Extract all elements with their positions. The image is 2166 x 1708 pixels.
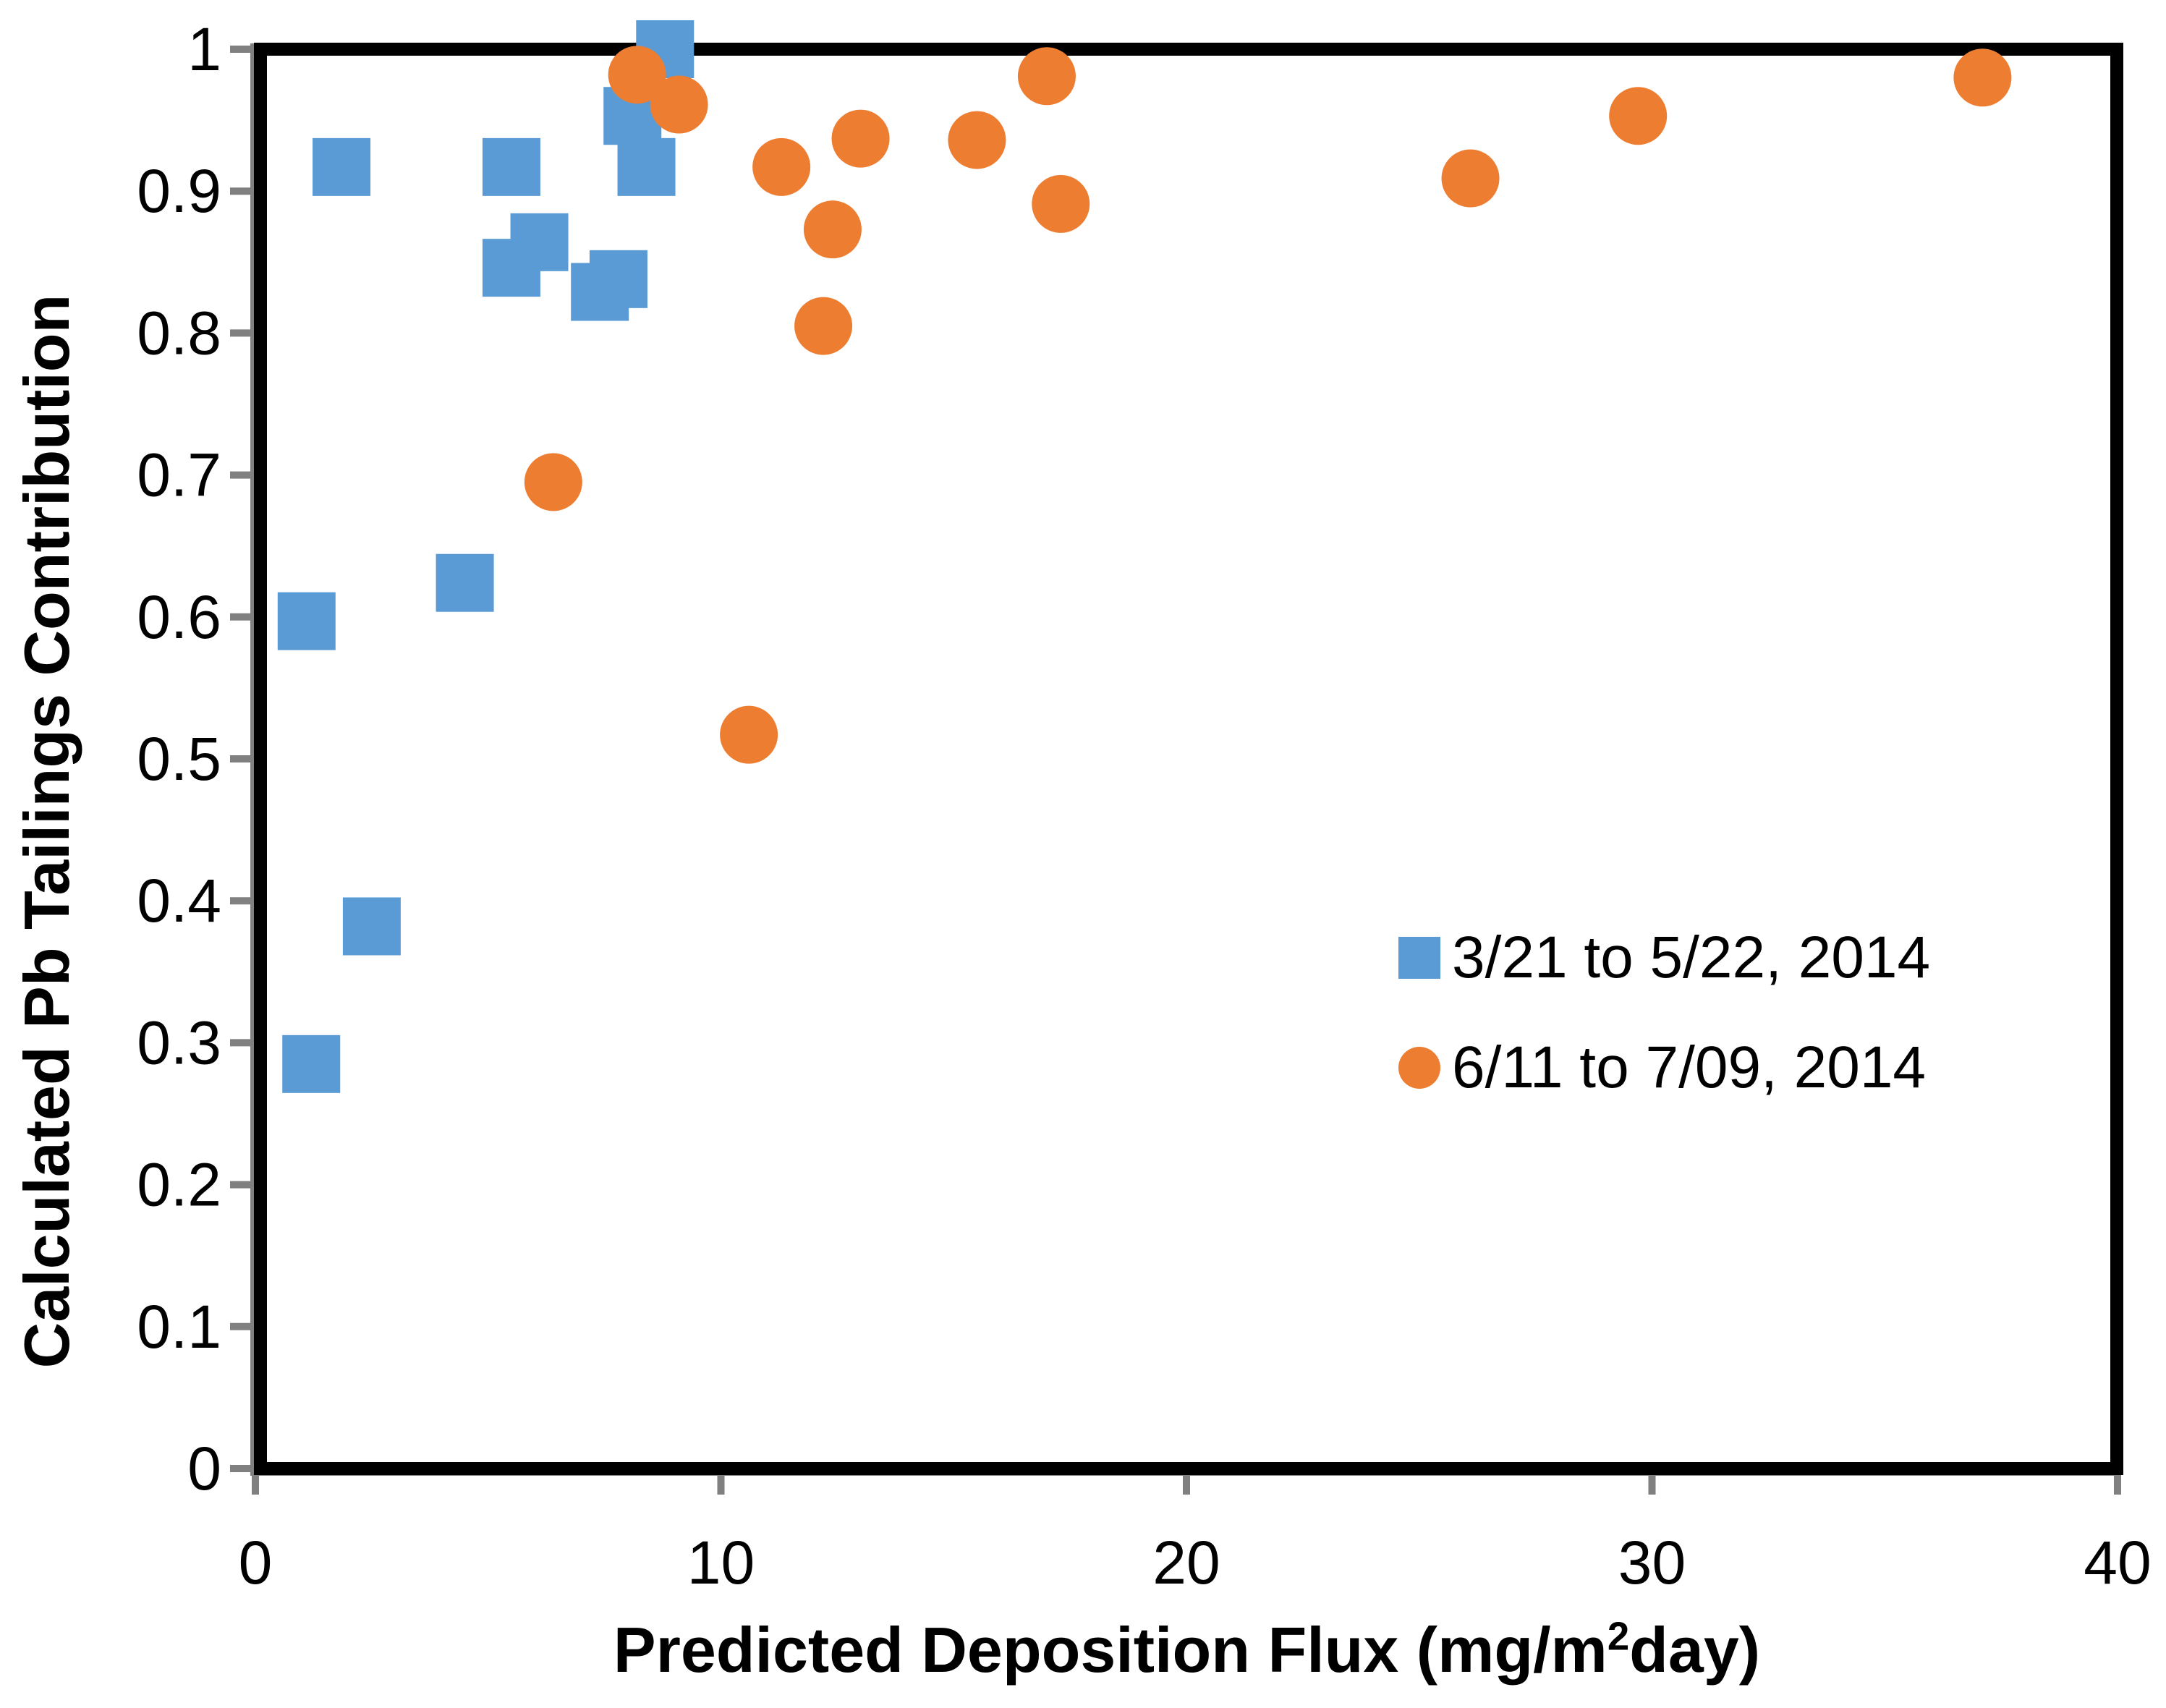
data-point-square (571, 263, 629, 321)
data-point-circle (948, 111, 1006, 169)
data-point-circle (1441, 149, 1500, 208)
data-point-square (277, 592, 336, 650)
x-tick-label: 20 (1152, 1529, 1220, 1597)
data-point-circle (524, 453, 582, 511)
data-point-square (282, 1034, 341, 1093)
data-point-circle (1017, 47, 1076, 106)
legend: 3/21 to 5/22, 2014 6/11 to 7/09, 2014 (1398, 917, 1930, 1108)
x-axis-title-superscript: 2 (1607, 1614, 1630, 1659)
y-tick-label: 0.9 (137, 157, 221, 225)
y-tick-label: 1 (187, 15, 221, 83)
y-tick-label: 0.6 (137, 583, 221, 651)
data-point-circle (831, 109, 890, 168)
x-tick-label: 0 (239, 1529, 273, 1597)
plot-border (254, 43, 2123, 1475)
data-point-circle (1609, 87, 1668, 145)
y-tick-label: 0.8 (137, 299, 221, 367)
legend-label-series-1: 3/21 to 5/22, 2014 (1452, 925, 1931, 990)
data-point-square (482, 239, 540, 297)
x-axis-title-text: Predicted Deposition Flux (mg/m (613, 1614, 1607, 1686)
y-tick-label: 0.7 (137, 441, 221, 509)
data-point-circle (794, 297, 853, 355)
x-axis-title-suffix: day) (1629, 1614, 1761, 1686)
y-tick-label: 0.3 (137, 1008, 221, 1076)
data-point-circle (752, 137, 811, 196)
data-point-circle (650, 75, 708, 134)
legend-label-series-2: 6/11 to 7/09, 2014 (1452, 1034, 1927, 1100)
data-point-circle (720, 705, 778, 764)
data-point-circle (608, 46, 666, 104)
data-point-circle (803, 200, 862, 259)
data-point-square (342, 897, 401, 956)
x-tick-label: 30 (1618, 1529, 1686, 1597)
y-axis-title: Calculated Pb Tailings Contribution (11, 294, 82, 1369)
data-point-circle (1032, 174, 1090, 233)
y-tick-label: 0.2 (137, 1151, 221, 1219)
y-tick-label: 0.4 (137, 867, 221, 935)
legend-item-series-2: 6/11 to 7/09, 2014 (1398, 1027, 1930, 1108)
y-tick-label: 0 (187, 1435, 221, 1503)
data-point-circle (1953, 48, 2012, 107)
legend-item-series-1: 3/21 to 5/22, 2014 (1398, 917, 1930, 998)
y-tick-label: 0.5 (137, 725, 221, 793)
data-point-square (313, 137, 371, 196)
data-point-square (436, 553, 494, 612)
x-tick-label: 40 (2084, 1529, 2151, 1597)
x-tick-label: 10 (687, 1529, 755, 1597)
x-axis-title: Predicted Deposition Flux (mg/m2day) (255, 1613, 2118, 1687)
data-point-square (617, 137, 676, 196)
y-tick-label: 0.1 (137, 1293, 221, 1361)
legend-square-marker-icon (1398, 937, 1440, 979)
data-point-square (482, 137, 540, 196)
legend-circle-marker-icon (1398, 1047, 1440, 1089)
